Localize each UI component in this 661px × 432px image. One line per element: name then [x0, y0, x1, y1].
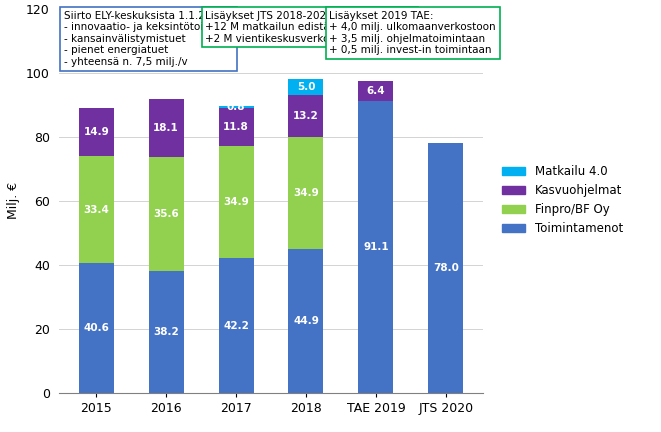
Bar [79, 156, 114, 263]
Bar [288, 137, 323, 249]
Text: 34.9: 34.9 [223, 197, 249, 207]
Text: 13.2: 13.2 [293, 111, 319, 121]
Bar [428, 143, 463, 393]
Legend: Matkailu 4.0, Kasvuohjelmat, Finpro/BF Oy, Toimintamenot: Matkailu 4.0, Kasvuohjelmat, Finpro/BF O… [497, 161, 628, 240]
Text: 6.4: 6.4 [367, 86, 385, 96]
Bar [288, 79, 323, 95]
Bar [149, 157, 184, 271]
Text: 44.9: 44.9 [293, 316, 319, 326]
Bar [358, 81, 393, 101]
Text: 40.6: 40.6 [83, 323, 109, 333]
Bar [219, 108, 254, 146]
Bar [219, 106, 254, 108]
Bar [219, 146, 254, 258]
Bar [79, 108, 114, 156]
Text: 33.4: 33.4 [83, 204, 109, 215]
Text: 38.2: 38.2 [153, 327, 179, 337]
Text: 35.6: 35.6 [153, 209, 179, 219]
Bar [149, 98, 184, 157]
Text: 14.9: 14.9 [83, 127, 109, 137]
Bar [288, 249, 323, 393]
Text: 91.1: 91.1 [363, 242, 389, 252]
Text: 0.8: 0.8 [227, 102, 245, 112]
Bar [149, 271, 184, 393]
Text: 11.8: 11.8 [223, 122, 249, 132]
Bar [288, 95, 323, 137]
Text: 34.9: 34.9 [293, 188, 319, 198]
Bar [358, 101, 393, 393]
Text: Lisäykset 2019 TAE:
+ 4,0 milj. ulkomaanverkostoon
+ 3,5 milj. ohjelmatoimintaan: Lisäykset 2019 TAE: + 4,0 milj. ulkomaan… [329, 10, 496, 55]
Text: 5.0: 5.0 [297, 82, 315, 92]
Bar [79, 263, 114, 393]
Bar [219, 258, 254, 393]
Text: 42.2: 42.2 [223, 321, 249, 330]
Y-axis label: Milj. €: Milj. € [7, 182, 20, 219]
Text: 78.0: 78.0 [433, 263, 459, 273]
Text: 18.1: 18.1 [153, 123, 179, 133]
Text: Lisäykset JTS 2018-2021:
+12 M matkailun edistämiseen 2018-19
+2 M vientikeskusv: Lisäykset JTS 2018-2021: +12 M matkailun… [206, 10, 415, 44]
Text: Siirto ELY-keskuksista 1.1.2017
- innovaatio- ja keksintötoiminta
- kansainvälis: Siirto ELY-keskuksista 1.1.2017 - innova… [63, 10, 233, 67]
